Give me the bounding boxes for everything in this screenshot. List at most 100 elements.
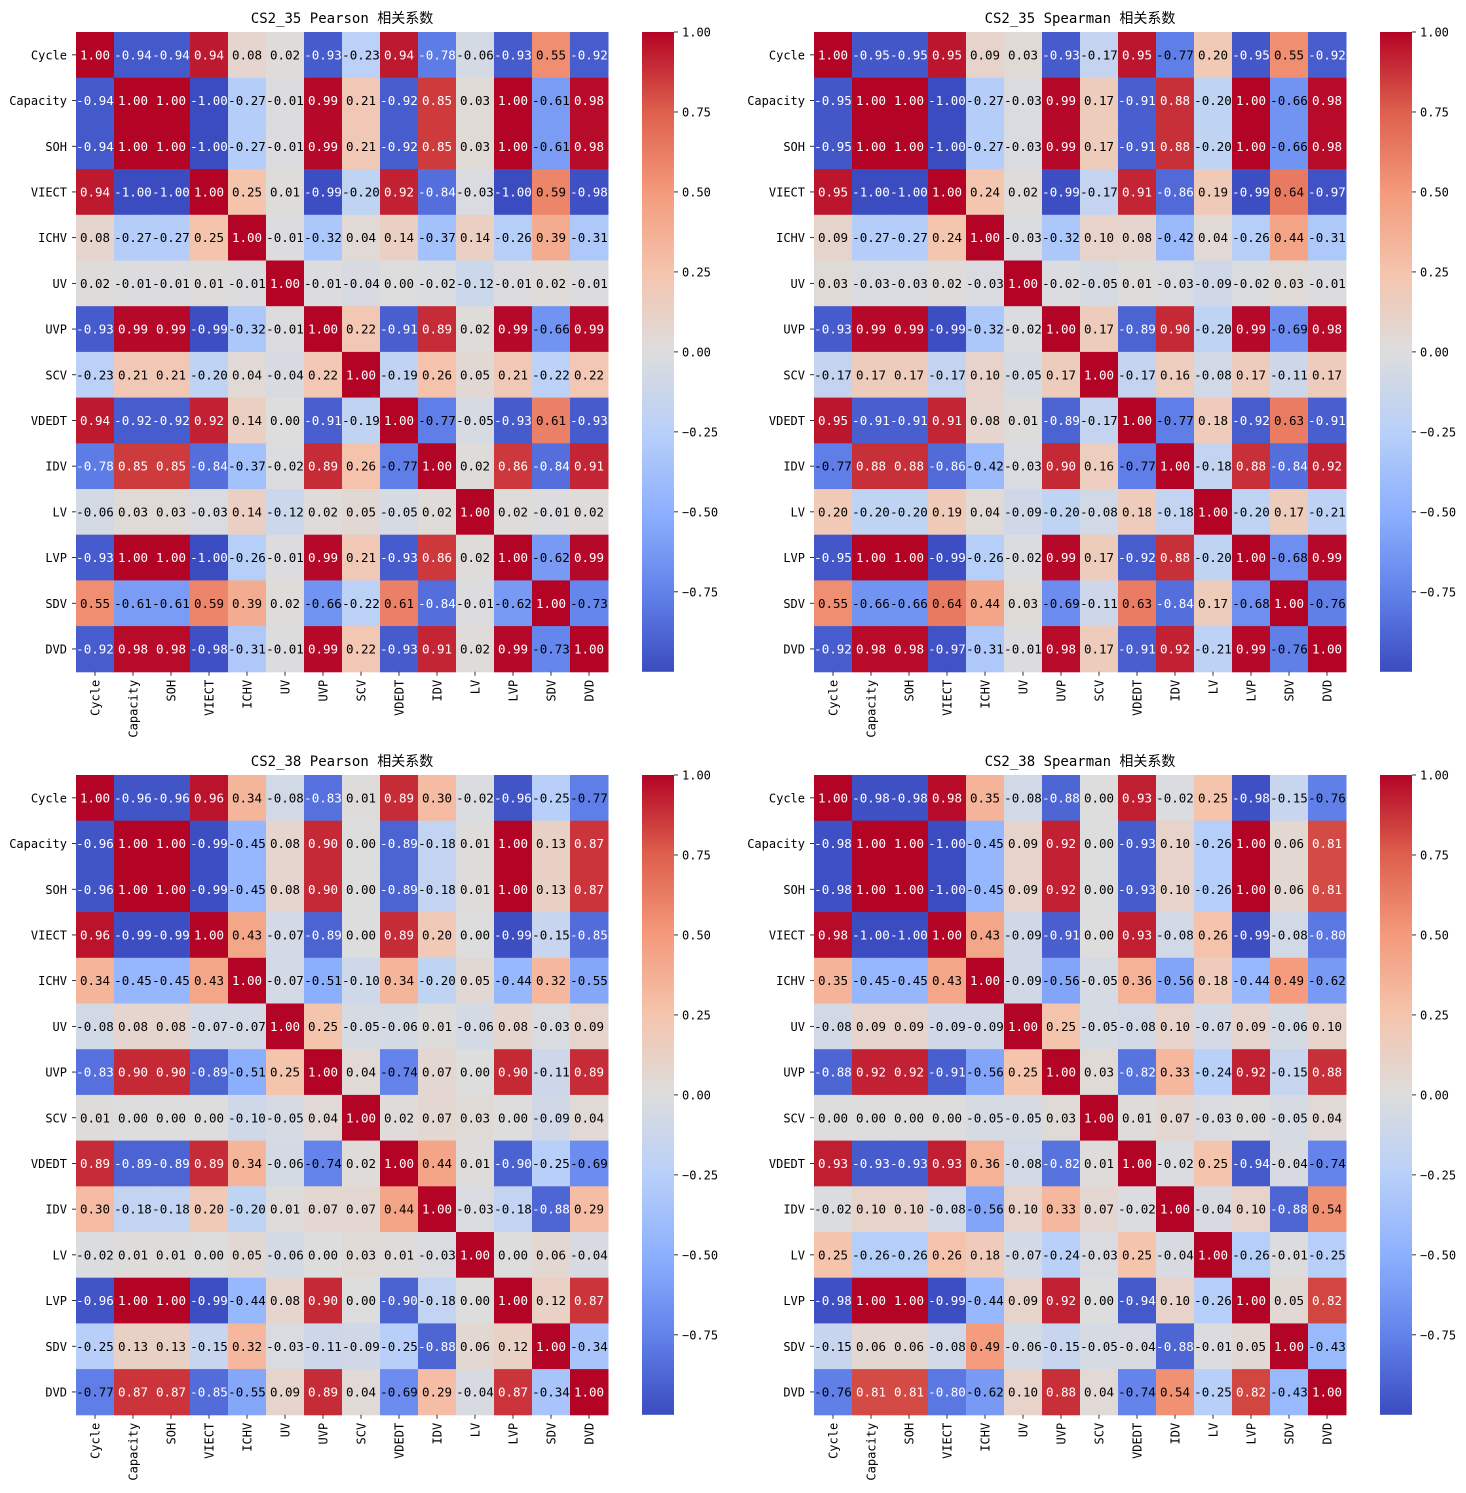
heatmap-cell <box>852 260 891 307</box>
heatmap-cell <box>814 820 853 867</box>
cell-value-label: -0.99 <box>114 927 152 942</box>
cell-value-label: 0.07 <box>1084 1202 1114 1217</box>
heatmap-cell <box>76 77 115 124</box>
cell-value-label: -0.04 <box>570 1247 608 1262</box>
heatmap-cell <box>1232 1232 1271 1279</box>
cell-value-label: 1.00 <box>856 550 886 565</box>
cell-value-label: -0.15 <box>1042 1339 1080 1354</box>
cell-value-label: -0.09 <box>928 1019 966 1034</box>
heatmap-cell <box>190 534 229 581</box>
colorbar-tick-label: 0.25 <box>682 265 711 279</box>
heatmap-cell <box>928 775 967 822</box>
cell-value-label: 1.00 <box>536 596 566 611</box>
cell-value-label: 0.06 <box>894 1339 924 1354</box>
cell-value-label: 0.17 <box>1084 93 1114 108</box>
heatmap-cell <box>266 1140 305 1187</box>
heatmap-cell <box>890 260 929 307</box>
heatmap-cell <box>266 1232 305 1279</box>
heatmap-cell <box>190 820 229 867</box>
cell-value-label: -0.09 <box>1004 973 1042 988</box>
heatmap-cell <box>890 1049 929 1096</box>
y-tick-label: UVP <box>783 1066 805 1080</box>
cell-value-label: -0.18 <box>418 1293 456 1308</box>
cell-value-label: -0.20 <box>1232 504 1270 519</box>
cell-value-label: 0.08 <box>80 230 110 245</box>
cell-value-label: 0.93 <box>932 1156 962 1171</box>
cell-value-label: -0.77 <box>1156 47 1194 62</box>
heatmap-cell <box>1042 260 1081 307</box>
heatmap-cell <box>266 32 305 79</box>
cell-value-label: 0.89 <box>574 1065 604 1080</box>
heatmap-cell <box>114 32 153 79</box>
cell-value-label: -0.26 <box>890 1247 928 1262</box>
cell-value-label: 0.20 <box>1198 47 1228 62</box>
cell-value-label: -0.62 <box>1308 973 1346 988</box>
heatmap-cell <box>342 1232 381 1279</box>
cell-value-label: 0.01 <box>156 1247 186 1262</box>
cell-value-label: 0.09 <box>270 1384 300 1399</box>
cell-value-label: 0.00 <box>346 1293 376 1308</box>
cell-value-label: 1.00 <box>384 413 414 428</box>
cell-value-label: -0.84 <box>418 596 456 611</box>
heatmap-cell <box>1080 443 1119 490</box>
cell-value-label: 1.00 <box>818 790 848 805</box>
cell-value-label: 0.91 <box>932 413 962 428</box>
colorbar-tick-label: 1.00 <box>1420 769 1449 783</box>
cell-value-label: -0.27 <box>890 230 928 245</box>
heatmap-cell <box>1270 1323 1309 1370</box>
heatmap-cell <box>570 260 609 307</box>
heatmap-cell <box>966 775 1005 822</box>
cell-value-label: -0.03 <box>1004 93 1042 108</box>
heatmap-cell <box>814 1323 853 1370</box>
cell-value-label: -0.74 <box>380 1065 418 1080</box>
heatmap-cell <box>1232 1323 1271 1370</box>
heatmap-cell <box>114 534 153 581</box>
heatmap-cell <box>928 32 967 79</box>
heatmap-cell <box>114 912 153 959</box>
cell-value-label: 1.00 <box>346 367 376 382</box>
cell-value-label: -0.55 <box>570 973 608 988</box>
heatmap-cell <box>456 1094 495 1142</box>
y-tick-label: LVP <box>45 1294 67 1308</box>
cell-value-label: -0.88 <box>418 1339 456 1354</box>
heatmap-cell <box>890 820 929 867</box>
heatmap-cell <box>890 1140 929 1187</box>
heatmap-cell <box>304 534 343 581</box>
heatmap-cell <box>1004 1232 1043 1279</box>
heatmap-cell <box>152 306 191 353</box>
heatmap-cell <box>890 1232 929 1279</box>
cell-value-label: -1.00 <box>494 184 532 199</box>
cell-value-label: 0.20 <box>422 927 452 942</box>
heatmap-cell <box>266 1094 305 1142</box>
heatmap-cell <box>266 351 305 399</box>
cell-value-label: -0.01 <box>266 230 304 245</box>
heatmap-cell <box>494 489 533 536</box>
cell-value-label: 0.87 <box>118 1384 148 1399</box>
x-tick-label: Capacity <box>127 1423 141 1481</box>
heatmap-cell <box>1194 820 1233 867</box>
cell-value-label: 1.00 <box>156 836 186 851</box>
cell-value-label: 1.00 <box>1274 596 1304 611</box>
heatmap-cell <box>266 1003 305 1050</box>
heatmap-cell <box>1270 534 1309 581</box>
cell-value-label: -0.77 <box>380 459 418 474</box>
cell-value-label: 0.17 <box>1084 322 1114 337</box>
heatmap-cell <box>228 32 267 79</box>
cell-value-label: -0.27 <box>966 93 1004 108</box>
cell-value-label: 0.89 <box>308 459 338 474</box>
heatmap-cell <box>928 1277 967 1324</box>
cell-value-label: 1.00 <box>856 1293 886 1308</box>
heatmap-cell <box>1156 1277 1195 1324</box>
heatmap-cell <box>266 260 305 307</box>
heatmap-cell <box>570 1094 609 1142</box>
heatmap-cell <box>1118 1323 1157 1370</box>
heatmap-cell <box>1194 1140 1233 1187</box>
heatmap-cell <box>342 169 381 216</box>
heatmap-cell <box>570 912 609 959</box>
heatmap-cell <box>1194 866 1233 913</box>
cell-value-label: 0.99 <box>308 641 338 656</box>
cell-value-label: 0.89 <box>384 790 414 805</box>
heatmap-cell <box>814 866 853 913</box>
heatmap-cell <box>418 77 457 124</box>
